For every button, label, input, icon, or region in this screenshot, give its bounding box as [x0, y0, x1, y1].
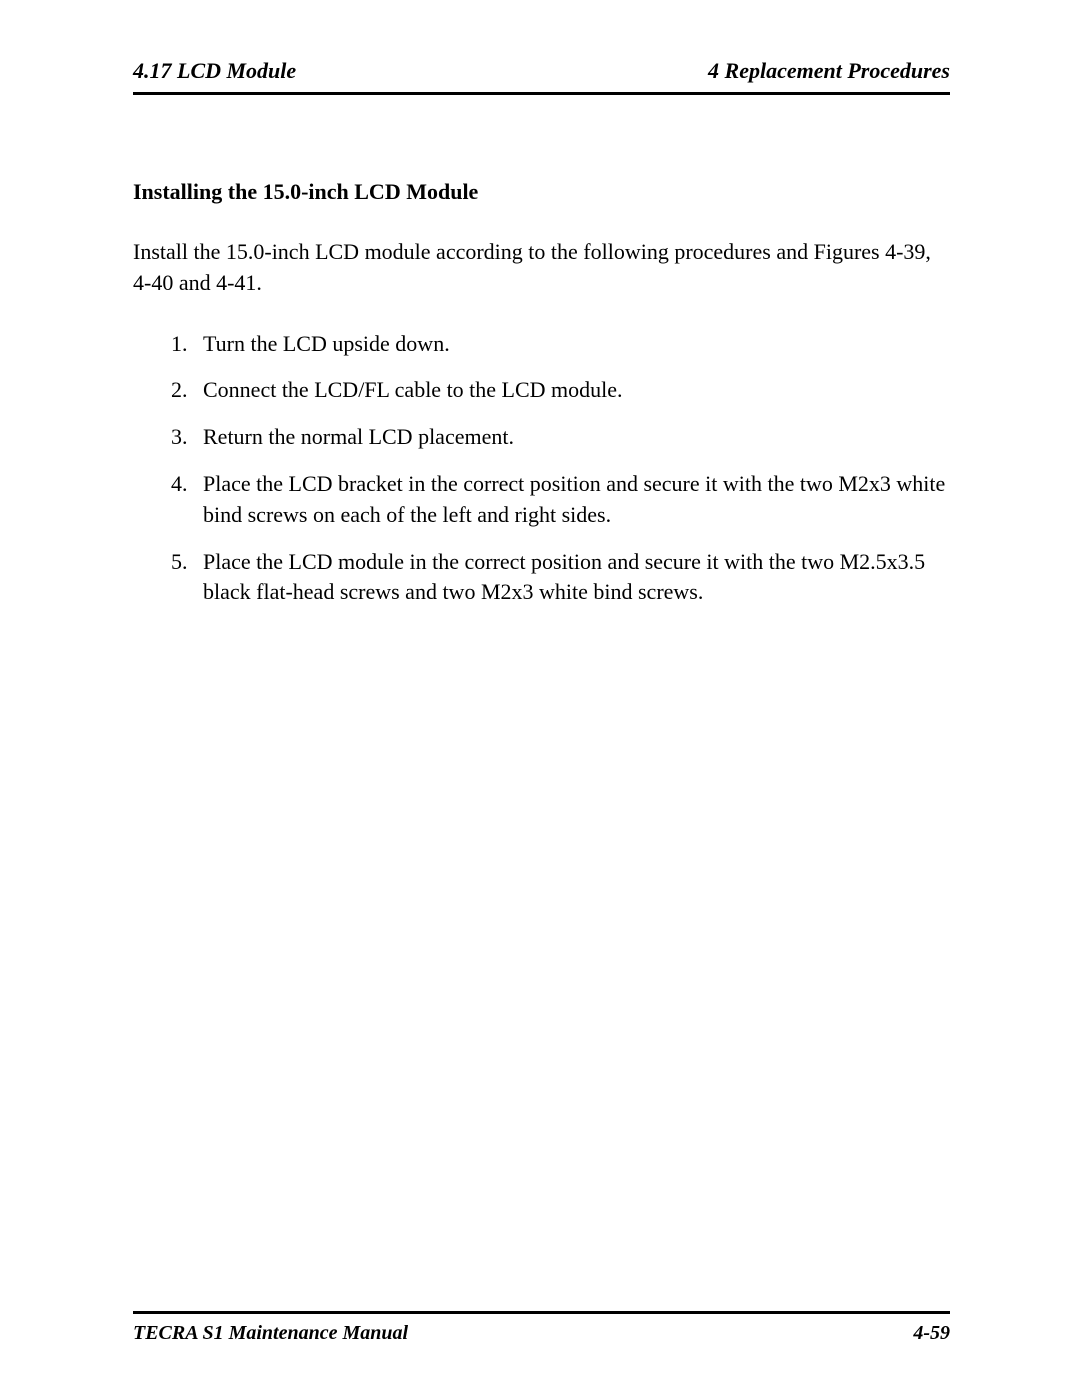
step-text: Turn the LCD upside down.: [203, 329, 950, 360]
footer-right: 4-59: [913, 1322, 950, 1345]
step-number: 4.: [171, 469, 203, 531]
list-item: 5. Place the LCD module in the correct p…: [171, 547, 950, 609]
list-item: 1. Turn the LCD upside down.: [171, 329, 950, 360]
step-text: Place the LCD bracket in the correct pos…: [203, 469, 950, 531]
list-item: 4. Place the LCD bracket in the correct …: [171, 469, 950, 531]
section-intro: Install the 15.0-inch LCD module accordi…: [133, 237, 950, 299]
step-text: Connect the LCD/FL cable to the LCD modu…: [203, 375, 950, 406]
page-content: Installing the 15.0-inch LCD Module Inst…: [133, 95, 950, 608]
step-number: 5.: [171, 547, 203, 609]
page-header: 4.17 LCD Module 4 Replacement Procedures: [133, 58, 950, 95]
document-page: 4.17 LCD Module 4 Replacement Procedures…: [0, 0, 1080, 1397]
list-item: 3. Return the normal LCD placement.: [171, 422, 950, 453]
list-item: 2. Connect the LCD/FL cable to the LCD m…: [171, 375, 950, 406]
header-right: 4 Replacement Procedures: [708, 58, 950, 84]
page-footer: TECRA S1 Maintenance Manual 4-59: [133, 1311, 950, 1345]
section-title: Installing the 15.0-inch LCD Module: [133, 179, 950, 205]
step-text: Place the LCD module in the correct posi…: [203, 547, 950, 609]
step-number: 2.: [171, 375, 203, 406]
step-text: Return the normal LCD placement.: [203, 422, 950, 453]
footer-left: TECRA S1 Maintenance Manual: [133, 1322, 408, 1345]
step-number: 3.: [171, 422, 203, 453]
header-left: 4.17 LCD Module: [133, 58, 296, 84]
ordered-steps: 1. Turn the LCD upside down. 2. Connect …: [133, 329, 950, 609]
step-number: 1.: [171, 329, 203, 360]
